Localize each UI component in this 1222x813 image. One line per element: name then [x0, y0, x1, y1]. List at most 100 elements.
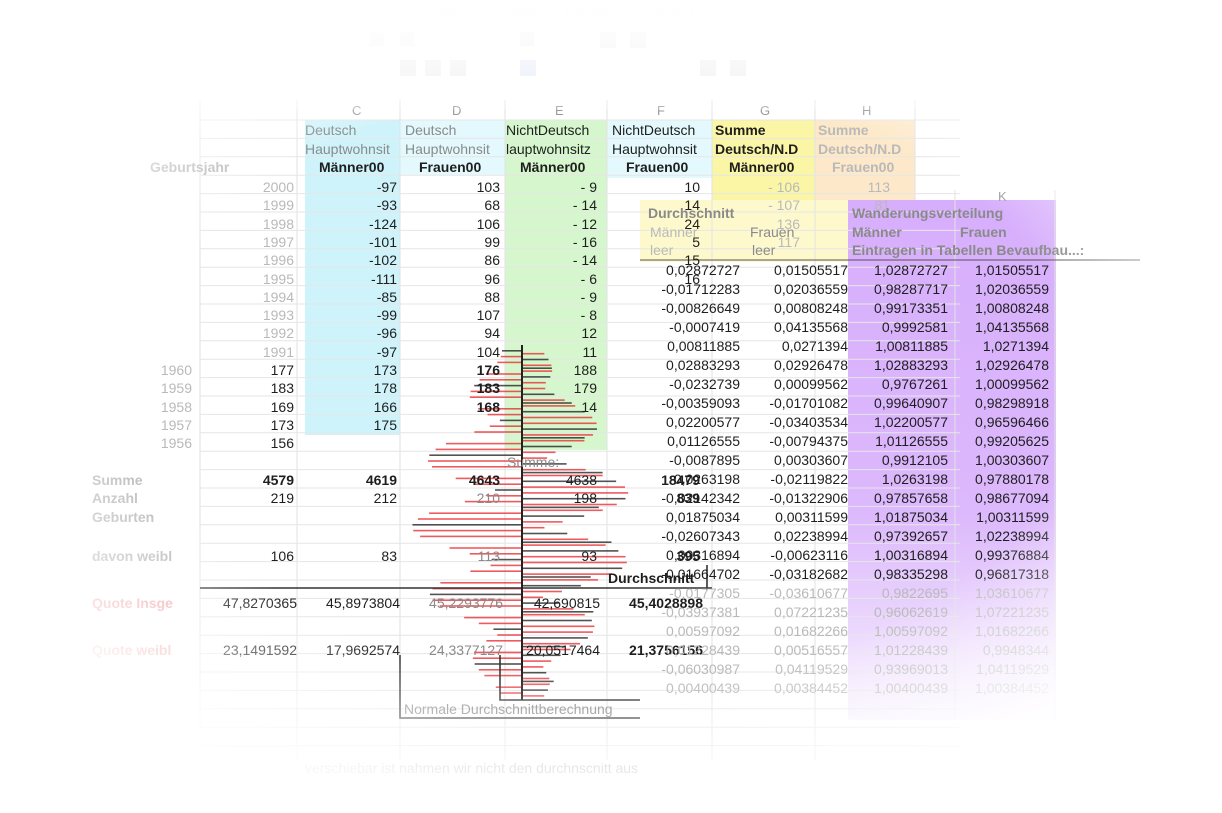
- cell: 0,02036559: [774, 281, 848, 297]
- column-letter: G: [760, 103, 771, 118]
- cell: -0,0087895: [669, 452, 740, 468]
- cell: 0,98677094: [975, 490, 1049, 506]
- cell: 1956: [160, 435, 192, 452]
- column-header: NichtDeutsch: [506, 122, 590, 138]
- cell: - 6: [580, 270, 597, 287]
- column-letter: C: [352, 103, 362, 118]
- cell: 0,97880178: [975, 471, 1049, 487]
- column-header: Frauen: [750, 224, 795, 240]
- cell: 173: [373, 362, 397, 378]
- chart-stroke: [522, 445, 572, 448]
- menu-item: Daten: [505, 2, 543, 18]
- row-label: Anzahl: [92, 490, 138, 506]
- chart-stroke: [522, 695, 545, 697]
- summary-cell: 20,0517464: [526, 642, 600, 658]
- cell: 1960: [160, 362, 192, 378]
- chart-stroke: [522, 619, 592, 622]
- toolbar-icon: [450, 60, 466, 76]
- cell: -124: [368, 215, 397, 232]
- cell: -0,00794375: [769, 433, 848, 449]
- summary-cell: 219: [270, 490, 294, 506]
- cell: 0,00516557: [774, 642, 848, 658]
- cell: 0,9948344: [982, 642, 1049, 658]
- column-header: Frauen00: [832, 159, 895, 175]
- cell: 0,00099562: [774, 376, 848, 392]
- chart-stroke: [435, 448, 522, 451]
- cell: 0,99205625: [975, 433, 1049, 449]
- column-header: Summe: [818, 122, 869, 138]
- chart-stroke: [522, 428, 597, 430]
- cell: -0,0007419: [669, 319, 740, 335]
- cell: - 14: [572, 252, 597, 269]
- summary-cell: 4579: [262, 472, 294, 488]
- cell: -0,02607343: [661, 528, 740, 544]
- summary-cell: 4619: [365, 472, 397, 488]
- cell: 0,9992581: [881, 319, 948, 335]
- toolbar-icon: [520, 32, 534, 46]
- cell: 103: [476, 179, 500, 195]
- chart-stroke: [500, 355, 522, 358]
- cell: -0,03610677: [769, 585, 848, 601]
- cell: 0,02926478: [774, 357, 848, 373]
- menu-item: Ansicht: [430, 2, 476, 18]
- summary-cell: 83: [381, 548, 397, 564]
- summary-cell: 4638: [565, 472, 597, 488]
- cell: 0,00811885: [667, 338, 740, 354]
- cell: 1,00400439: [874, 680, 948, 696]
- column-letter: E: [555, 103, 564, 118]
- summary-cell: 210: [476, 490, 500, 506]
- chart-stroke: [522, 677, 550, 680]
- chart-stroke: [484, 674, 522, 677]
- cell: -0,01322906: [769, 490, 848, 506]
- cell: - 16: [572, 233, 597, 250]
- cell: 1997: [262, 233, 294, 250]
- chart-stroke: [474, 663, 522, 665]
- chart-stroke: [522, 434, 593, 436]
- cell: 1,02883293: [874, 357, 948, 373]
- summary-cell: 23,1491592: [223, 642, 297, 658]
- cell: 1,00811885: [875, 338, 948, 354]
- chart-stroke: [522, 689, 548, 691]
- cell: -0,01701082: [769, 395, 848, 411]
- cell: 11: [582, 343, 597, 360]
- toolbar-icon: [520, 60, 536, 76]
- summary-cell: 17,9692574: [326, 642, 400, 658]
- cell: 1,02926478: [975, 357, 1049, 373]
- cell: -0,01664702: [661, 566, 740, 582]
- cell: 1957: [160, 416, 192, 433]
- cell: 1,00303607: [975, 452, 1049, 468]
- cell: 1998: [262, 215, 294, 232]
- chart-stroke: [522, 402, 572, 404]
- chart-stroke: [522, 503, 617, 506]
- column-header: Deutsch: [405, 122, 457, 138]
- chart-stroke: [522, 666, 544, 668]
- cell: 0,01875034: [666, 509, 740, 525]
- column-header: leer: [752, 242, 776, 258]
- note: Summe:: [507, 454, 560, 470]
- cell: 1,01875034: [874, 509, 948, 525]
- cell: 1,0271394: [982, 338, 1049, 354]
- chart-stroke: [522, 538, 589, 541]
- cell: 0,01126555: [667, 433, 740, 449]
- cell: -111: [371, 270, 397, 287]
- row-label: Geburten: [92, 509, 155, 525]
- cell: 156: [270, 435, 294, 452]
- chart-stroke: [522, 405, 576, 407]
- chart-stroke: [497, 361, 522, 364]
- chart-stroke: [440, 582, 522, 584]
- cell: - 107: [768, 197, 800, 214]
- cell: 169: [270, 398, 294, 415]
- chart-stroke: [497, 634, 522, 636]
- chart-stroke: [445, 442, 522, 445]
- chart-stroke: [413, 529, 522, 532]
- cell: 0,98298918: [975, 395, 1049, 411]
- chart-stroke: [412, 524, 522, 526]
- cell: 1,04119529: [976, 661, 1049, 677]
- cell: -99: [376, 307, 397, 324]
- cell: -0,0232739: [669, 376, 740, 392]
- cell: 166: [373, 398, 397, 415]
- cell: 0,00316894: [666, 547, 740, 563]
- summary-cell: 113: [477, 548, 500, 564]
- cell: 1958: [160, 398, 192, 415]
- chart-stroke: [489, 425, 522, 427]
